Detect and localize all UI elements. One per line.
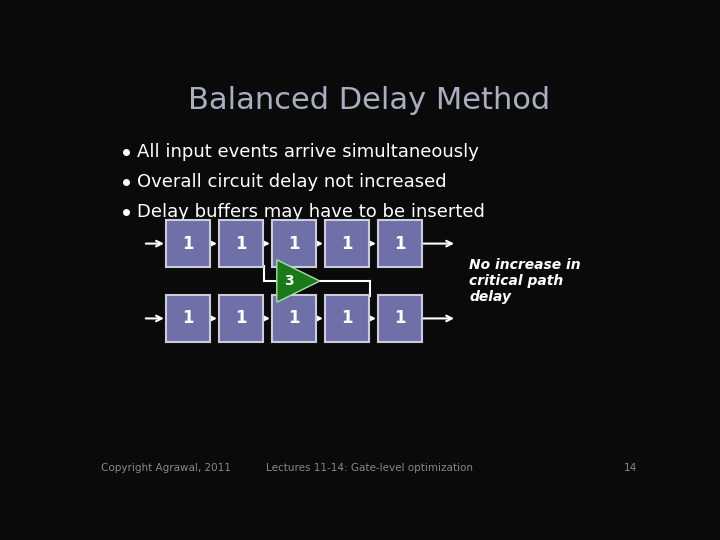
FancyBboxPatch shape <box>325 295 369 342</box>
Text: Balanced Delay Method: Balanced Delay Method <box>188 86 550 114</box>
FancyBboxPatch shape <box>166 220 210 267</box>
Text: Overall circuit delay not increased: Overall circuit delay not increased <box>138 173 447 191</box>
Text: 1: 1 <box>288 309 300 327</box>
FancyBboxPatch shape <box>271 220 315 267</box>
FancyBboxPatch shape <box>166 295 210 342</box>
FancyBboxPatch shape <box>325 220 369 267</box>
Text: 1: 1 <box>235 309 246 327</box>
FancyBboxPatch shape <box>271 295 315 342</box>
Text: Copyright Agrawal, 2011: Copyright Agrawal, 2011 <box>101 463 231 473</box>
FancyBboxPatch shape <box>219 220 263 267</box>
Text: 1: 1 <box>182 234 194 253</box>
Polygon shape <box>276 260 320 302</box>
Text: Delay buffers may have to be inserted: Delay buffers may have to be inserted <box>138 203 485 221</box>
Text: 14: 14 <box>624 463 637 473</box>
Text: 1: 1 <box>182 309 194 327</box>
Text: 3: 3 <box>284 274 294 288</box>
Text: 1: 1 <box>288 234 300 253</box>
FancyBboxPatch shape <box>378 295 422 342</box>
Text: 1: 1 <box>341 234 352 253</box>
Text: 1: 1 <box>341 309 352 327</box>
FancyBboxPatch shape <box>219 295 263 342</box>
Text: 1: 1 <box>394 309 405 327</box>
Text: 1: 1 <box>394 234 405 253</box>
FancyBboxPatch shape <box>378 220 422 267</box>
Text: All input events arrive simultaneously: All input events arrive simultaneously <box>138 143 480 161</box>
Text: No increase in
critical path
delay: No increase in critical path delay <box>469 258 581 304</box>
Text: 1: 1 <box>235 234 246 253</box>
Text: Lectures 11-14: Gate-level optimization: Lectures 11-14: Gate-level optimization <box>266 463 472 473</box>
